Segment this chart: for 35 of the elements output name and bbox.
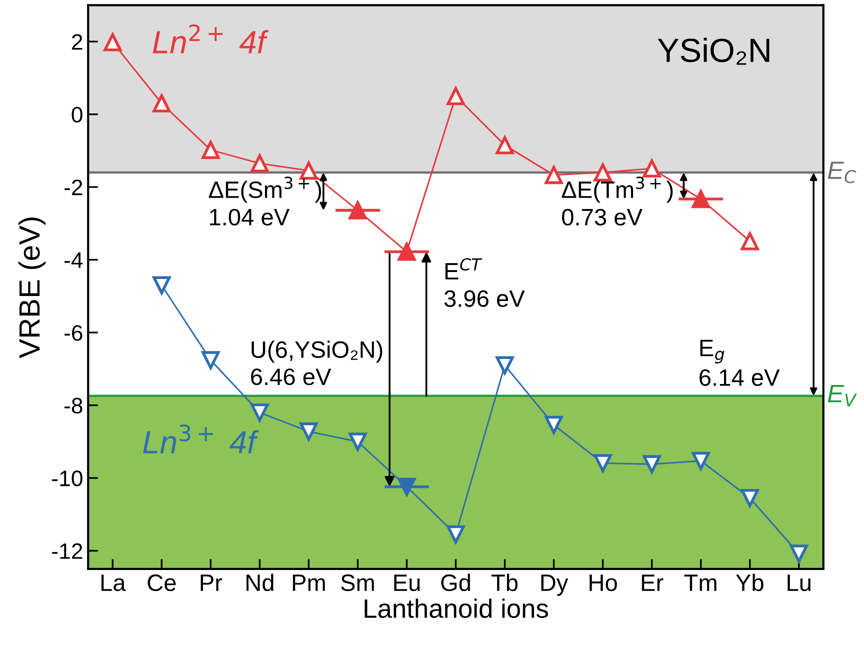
annotation: ΔE(Tm$^{3+}$) 0.73 eV <box>562 176 673 226</box>
x-tick-label: Lu <box>788 574 810 592</box>
x-tick-label: Dy <box>541 574 568 596</box>
x-tick-label: Tm <box>684 574 716 591</box>
x-tick-label: Eu <box>394 574 420 592</box>
annotation: E$_{g}$ 6.14 eV <box>700 340 780 386</box>
y-tick-label: -10 <box>52 470 82 486</box>
annotation: U(6,YSiO₂N) 6.46 eV <box>251 340 382 386</box>
ref-line-label: E$_{V}$ <box>828 385 857 406</box>
x-tick-label: Sm <box>341 574 374 592</box>
series-label: Ln$^{2+}$ 4f <box>152 24 269 54</box>
annotation: E$^{CT}$ 3.96 eV <box>444 258 525 307</box>
x-tick-label: Er <box>642 574 664 591</box>
x-tick-label: Tb <box>492 574 518 592</box>
ref-line-label: E$_{C}$ <box>828 162 856 184</box>
x-tick-label: Nd <box>246 574 274 592</box>
x-tick-label: Gd <box>441 574 470 592</box>
x-tick-label: La <box>101 574 126 592</box>
text: YSiO₂N <box>658 38 770 65</box>
y-tick-label: -8 <box>64 398 82 414</box>
x-tick-label: Pm <box>292 574 325 591</box>
y-tick-label: 0 <box>72 106 82 123</box>
x-tick-label: Pr <box>200 574 222 591</box>
y-tick-label: -4 <box>64 252 83 268</box>
y-tick-label: -12 <box>52 543 82 559</box>
y-tick-label: -2 <box>64 180 82 196</box>
annotation: ΔE(Sm$^{3+}$) 1.04 eV <box>208 176 322 226</box>
series-label: Ln$^{3+}$ 4f <box>143 424 259 454</box>
x-tick-label: Ho <box>590 574 617 592</box>
x-tick-label: Yb <box>736 574 764 592</box>
x-axis-title: Lanthanoid ions <box>364 598 548 618</box>
y-axis-title: VRBE (eV) <box>18 218 46 358</box>
x-tick-label: Ce <box>148 574 176 592</box>
y-tick-label: -6 <box>64 325 82 341</box>
y-tick-label: 2 <box>72 34 82 50</box>
